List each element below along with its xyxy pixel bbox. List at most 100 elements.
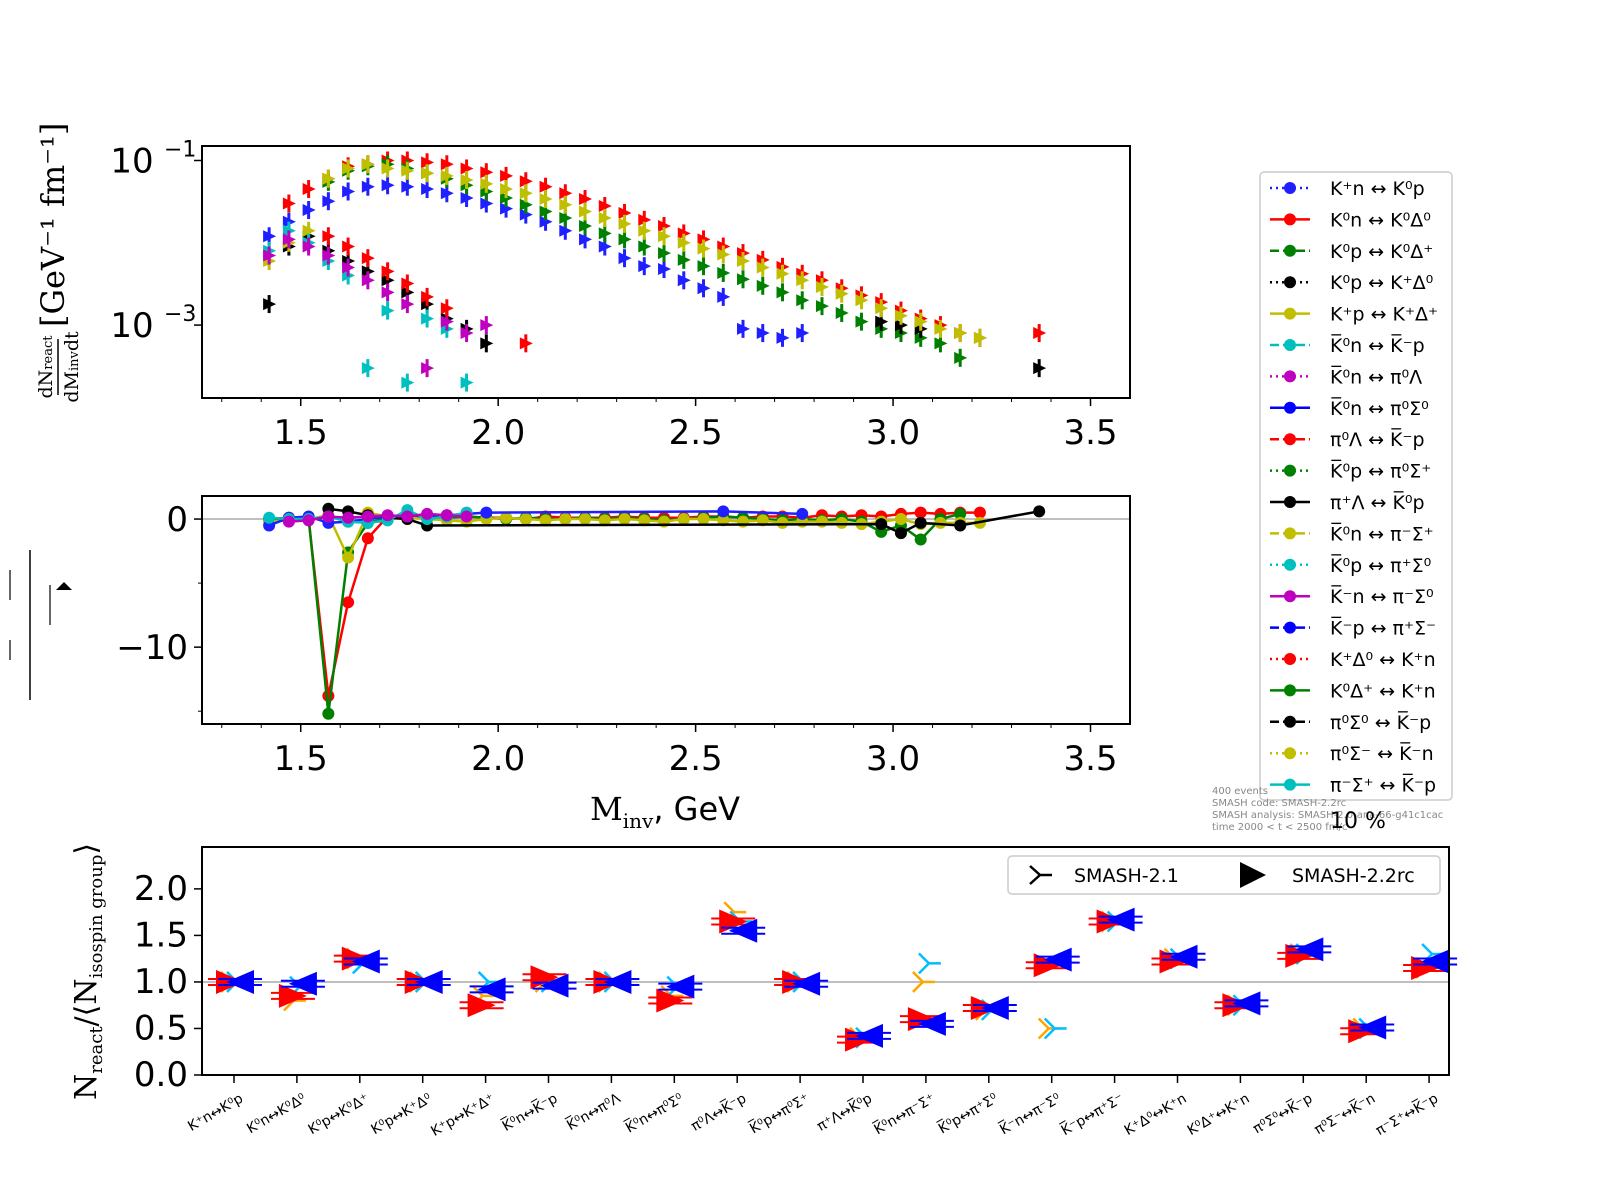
legend-item: K⁺p ↔ K⁺Δ⁺ <box>1270 304 1438 326</box>
top-point-s4-10 <box>460 170 474 189</box>
legend-label: K⁰p ↔ K⁰Δ⁺ <box>1330 241 1433 263</box>
top-point-s4-22 <box>697 239 711 258</box>
legend-label: K⁺n ↔ K⁰p <box>1330 178 1425 200</box>
legend-label: K⁰p ↔ K⁺Δ⁰ <box>1330 272 1433 294</box>
top-xtick-label: 2.5 <box>669 413 723 453</box>
legend-label: π⁰Σ⁰ ↔ K̅⁻p <box>1330 709 1431 733</box>
middle-point-s2-34 <box>934 516 947 529</box>
top-point-s0-20 <box>658 260 672 279</box>
svg-text:dNreact: dNreact <box>35 335 57 399</box>
middle-point-s0-3 <box>322 689 335 702</box>
info-line-4: time 2000 < t < 2500 fm/c <box>1212 822 1347 833</box>
middle-point-s3-10 <box>1033 505 1046 518</box>
middle-point-s3-7 <box>894 527 907 540</box>
legend-item: K̅⁰n ↔ K̅⁻p <box>1270 333 1425 357</box>
middle-point-s0-4 <box>342 596 355 609</box>
middle-point-s2-12 <box>500 511 513 524</box>
bottom-category-label: π⁻Σ⁺↔K̅⁻p <box>1372 1089 1441 1139</box>
top-point-s0-24 <box>737 319 751 338</box>
top-point-s2-16 <box>638 237 652 256</box>
legend-marker <box>1284 590 1296 603</box>
top-ylabel-den: dM <box>61 371 83 403</box>
bottom-ytick-label: 1.0 <box>134 962 188 1002</box>
smash22-point-b-4 <box>469 977 514 1002</box>
xlabel-tail: , GeV <box>653 790 740 828</box>
top-point-s5-5 <box>361 359 375 378</box>
legend-label: K̅⁰n ↔ π⁻Σ⁺ <box>1330 521 1434 545</box>
bottom-y-axis-label: Nreact/⟨Nisospin group⟩ <box>69 843 107 1100</box>
top-point-s0-23 <box>717 287 731 306</box>
middle-point-s2-19 <box>638 514 651 527</box>
bottom-category-label: K̅⁰n↔K̅⁻p <box>499 1089 561 1135</box>
middle-point-s0-36 <box>973 506 986 519</box>
top-x-ticks: 1.5 2.0 2.5 3.0 3.5 <box>221 398 1118 453</box>
middle-point-s2-4 <box>342 551 355 564</box>
middle-ytick-label: −10 <box>116 628 188 668</box>
top-ylabel-den-tail: dt <box>61 331 83 351</box>
legend-item: K̅⁰n ↔ π⁰Λ <box>1270 364 1422 388</box>
info-text: 400 events SMASH code: SMASH-2.2rc SMASH… <box>1212 786 1443 834</box>
bot-ylabel-mid: /⟨N <box>69 978 104 1026</box>
smash22-point-a-7 <box>648 988 693 1013</box>
legend-label: K̅⁰n ↔ K̅⁻p <box>1330 333 1425 357</box>
bottom-category-label: K⁰Δ⁺↔K⁺n <box>1185 1091 1253 1139</box>
top-point-s4-36 <box>973 328 987 347</box>
top-point-s0-27 <box>796 324 810 343</box>
middle-point-s6-4 <box>361 510 374 523</box>
middle-point-s1-3 <box>322 707 335 720</box>
middle-line-s6 <box>288 512 467 523</box>
top-point-s2-18 <box>677 250 691 269</box>
top-point-s1-1 <box>302 180 316 199</box>
top-point-s4-19 <box>638 221 652 240</box>
legend-marker <box>1284 496 1296 508</box>
smash21-point-b-11 <box>918 952 941 975</box>
smash22-point-b-10 <box>847 1023 891 1048</box>
top-point-s2-21 <box>737 270 751 289</box>
top-point-s3-11 <box>480 334 494 353</box>
bottom-legend: SMASH-2.1 SMASH-2.2rc <box>1007 855 1441 895</box>
bottom-category-label: K̅⁰n↔π⁻Σ⁺ <box>871 1089 938 1138</box>
top-point-s4-31 <box>875 299 889 318</box>
top-ytick-exponent: −1 <box>164 137 196 162</box>
top-point-s4-3 <box>322 169 336 188</box>
legend-item: K⁰Δ⁺ ↔ K⁺n <box>1270 680 1436 702</box>
top-point-s2-14 <box>598 224 612 243</box>
smash22-point-b-0 <box>218 969 262 994</box>
top-point-s4-23 <box>717 245 731 264</box>
legend-marker <box>1284 401 1296 414</box>
top-point-s0-6 <box>381 176 395 195</box>
smash22-point-b-14 <box>1098 907 1143 932</box>
legend-item: K⁰n ↔ K⁰Δ⁰ <box>1270 209 1431 231</box>
top-point-s7-0 <box>322 227 336 246</box>
top-point-s0-21 <box>677 271 691 290</box>
legend-marker <box>1284 558 1296 571</box>
top-point-s4-16 <box>579 202 593 221</box>
middle-xtick-label: 3.0 <box>866 739 920 779</box>
legend-marker <box>1284 433 1296 446</box>
legend-marker <box>1284 370 1296 383</box>
legend-label-smash-2-1: SMASH-2.1 <box>1074 865 1179 887</box>
top-point-s4-33 <box>914 312 928 331</box>
middle-point-s6-2 <box>322 510 335 523</box>
smash22-point-b-16 <box>1224 991 1269 1016</box>
top-point-s5-6 <box>381 301 395 320</box>
top-point-s5-7 <box>401 373 415 392</box>
legend-label: K⁰n ↔ K⁰Δ⁰ <box>1330 209 1431 231</box>
middle-panel: 1.5 2.0 2.5 3.0 3.5 0 −10 Minv, GeV <box>9 495 1131 833</box>
legend: K⁺n ↔ K⁰p K⁰n ↔ K⁰Δ⁰ K⁰p ↔ K⁰Δ⁺ K⁰p ↔ K⁺Δ⁰ K… <box>1259 171 1453 801</box>
top-point-s4-30 <box>855 291 869 310</box>
smash21-point-a-11 <box>912 971 935 993</box>
middle-point-s2-18 <box>618 513 631 526</box>
top-xtick-label: 1.5 <box>274 413 328 453</box>
legend-label: K⁰Δ⁺ ↔ K⁺n <box>1330 680 1436 702</box>
smash22-point-b-17 <box>1287 937 1332 962</box>
middle-series-lines <box>263 502 1046 720</box>
smash22-point-b-12 <box>972 995 1017 1020</box>
top-point-s2-32 <box>954 348 968 367</box>
top-point-s2-25 <box>815 297 829 316</box>
smash22-point-a-1 <box>270 983 315 1008</box>
legend-marker <box>1284 339 1296 351</box>
legend-item: K⁺Δ⁰ ↔ K⁺n <box>1270 649 1436 671</box>
legend-label: π⁺Λ ↔ K̅⁰p <box>1330 490 1425 514</box>
